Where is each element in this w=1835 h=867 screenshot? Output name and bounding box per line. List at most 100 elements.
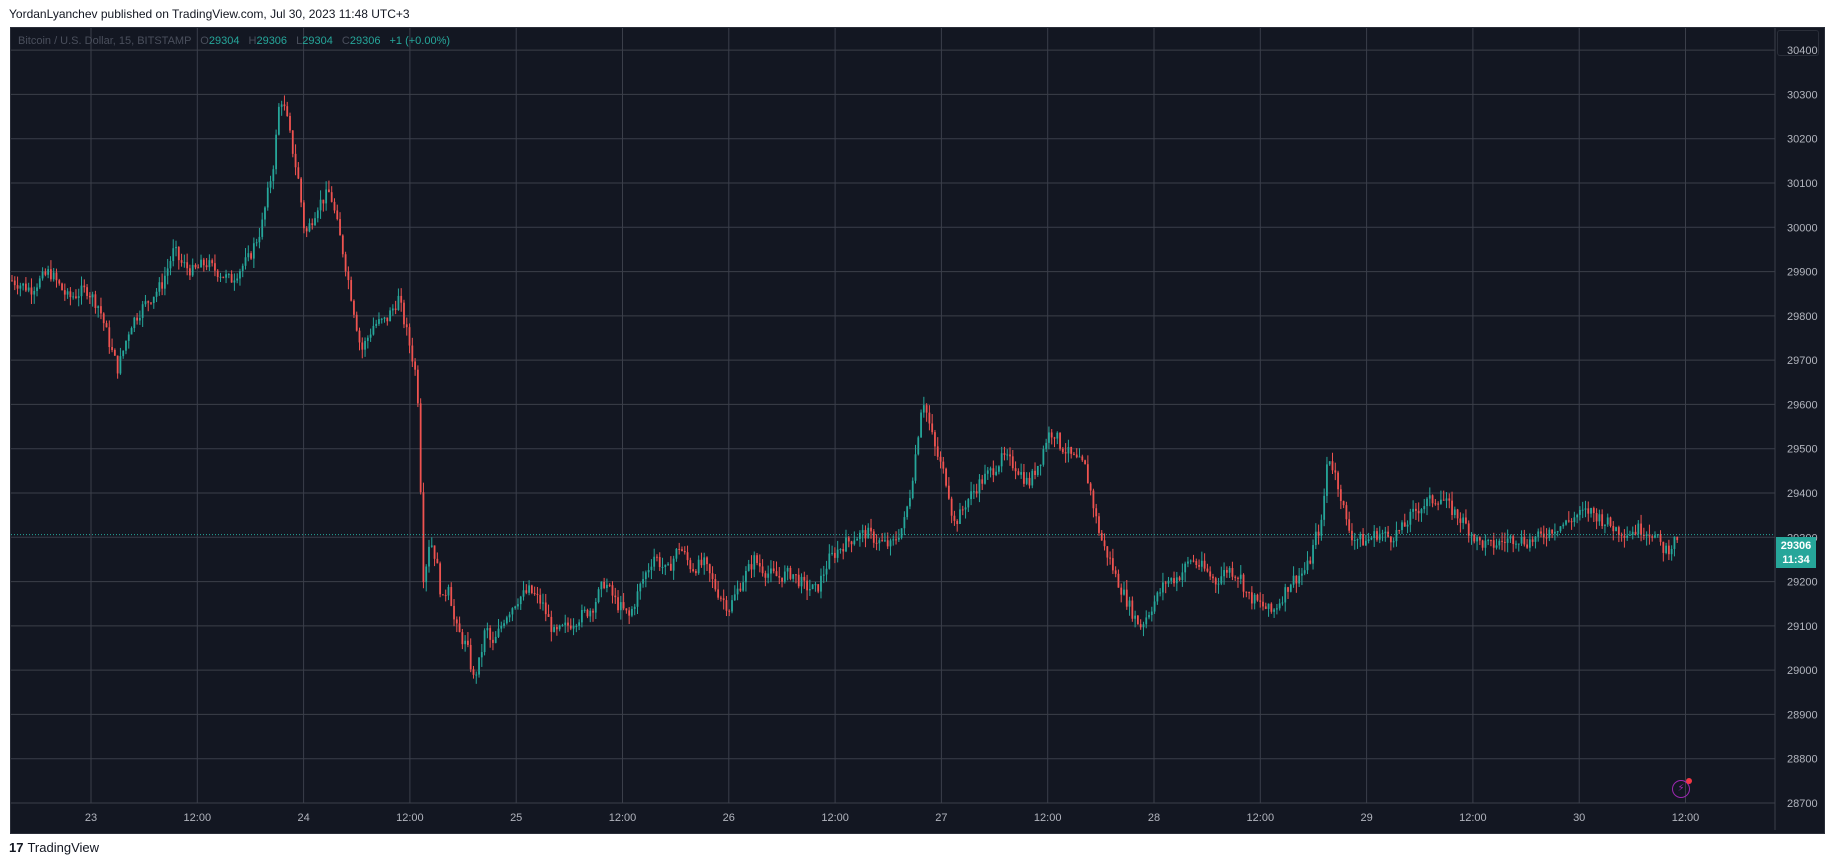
candle-body (1256, 594, 1259, 601)
candle-body (333, 201, 336, 211)
candle-body (592, 610, 594, 613)
candle-body (911, 480, 914, 499)
candle-body (1556, 531, 1559, 533)
chart-pane[interactable] (10, 27, 1825, 834)
candle-body (1579, 510, 1581, 515)
candle-body (1362, 533, 1364, 546)
candle-body (1228, 568, 1231, 573)
candle-body (1011, 456, 1014, 469)
candle-body (1148, 615, 1150, 618)
candle-body (1067, 446, 1070, 454)
candle-body (291, 130, 294, 154)
candle-body (314, 218, 316, 226)
candle-body (1198, 565, 1200, 567)
candle-body (833, 552, 836, 558)
candle-body (728, 610, 731, 612)
candle-body (1239, 574, 1242, 579)
candle-body (1384, 531, 1387, 534)
y-tick-label: 29400 (1787, 488, 1818, 500)
candle-body (227, 274, 230, 276)
candle-body (252, 243, 255, 259)
candle-body (1078, 456, 1081, 458)
candle-body (1100, 532, 1103, 541)
candle-body (756, 555, 758, 564)
candle-body (297, 167, 300, 179)
candle-body (1437, 503, 1440, 505)
candle-body (347, 271, 350, 281)
candle-body (294, 153, 297, 168)
candle-body (1651, 536, 1654, 538)
candle-body (820, 575, 822, 592)
candle-body (1178, 577, 1181, 581)
candle-body (925, 405, 928, 413)
candle-body (322, 199, 325, 204)
candle-body (1403, 522, 1406, 527)
x-tick-label: 26 (723, 812, 735, 824)
candle-body (953, 515, 956, 521)
candle-body (1020, 472, 1023, 475)
x-tick-label: 25 (510, 812, 522, 824)
candle-body (1189, 560, 1192, 562)
candle-body (141, 304, 144, 318)
symbol-legend[interactable]: Bitcoin / U.S. Dollar, 15, BITSTAMP O293… (18, 35, 450, 47)
candle-body (1042, 449, 1045, 465)
candle-body (339, 219, 341, 236)
candle-body (1281, 602, 1284, 604)
candle-body (102, 313, 105, 324)
candle-body (553, 627, 555, 632)
x-tick-label: 12:00 (396, 812, 424, 824)
candle-body (984, 473, 986, 484)
candle-body (300, 178, 303, 203)
last-price-tag: 29306 11:34 (1776, 537, 1816, 568)
candle-body (1581, 509, 1584, 511)
candle-body (770, 568, 772, 574)
candle-body (758, 563, 761, 567)
candle-body (825, 568, 828, 575)
candle-body (1648, 533, 1651, 537)
candle-body (44, 271, 47, 275)
candle-body (528, 585, 530, 593)
y-tick-label: 29900 (1787, 267, 1818, 279)
candle-body (464, 640, 467, 645)
candle-body (1323, 495, 1326, 520)
footer-brand[interactable]: 17 TradingView (9, 840, 99, 855)
candle-body (786, 567, 789, 572)
candle-body (942, 461, 945, 469)
candle-body (1440, 499, 1442, 504)
candle-body (1106, 546, 1109, 558)
candle-body (119, 356, 122, 374)
candle-body (458, 623, 461, 633)
candle-body (453, 605, 455, 620)
candle-body (472, 669, 475, 675)
candle-body (1501, 540, 1503, 542)
candle-body (781, 577, 783, 582)
candle-body (522, 590, 525, 597)
candle-body (956, 520, 959, 524)
candle-body (1250, 592, 1253, 604)
candle-body (1401, 522, 1403, 531)
candle-body (909, 498, 911, 507)
candle-body (244, 257, 247, 266)
candle-body (1242, 574, 1245, 592)
scale-settings-button[interactable] (1777, 30, 1819, 56)
candle-body (564, 622, 567, 626)
close-value: 29306 (349, 35, 381, 47)
candle-body (642, 579, 644, 584)
candle-body (814, 584, 817, 586)
candle-body (986, 470, 989, 474)
candle-body (200, 259, 202, 268)
candle-body (747, 564, 750, 571)
candle-body (1289, 584, 1292, 592)
candle-body (155, 291, 158, 297)
candle-body (1562, 524, 1565, 527)
lightning-icon[interactable]: ⚡ (1672, 778, 1692, 798)
candle-body (353, 300, 355, 315)
candle-body (792, 574, 795, 579)
candle-body (1615, 527, 1617, 532)
candle-body (77, 296, 80, 298)
candle-body (872, 531, 875, 543)
candle-body (1137, 615, 1139, 625)
candle-body (934, 432, 936, 447)
candle-body (13, 280, 16, 286)
